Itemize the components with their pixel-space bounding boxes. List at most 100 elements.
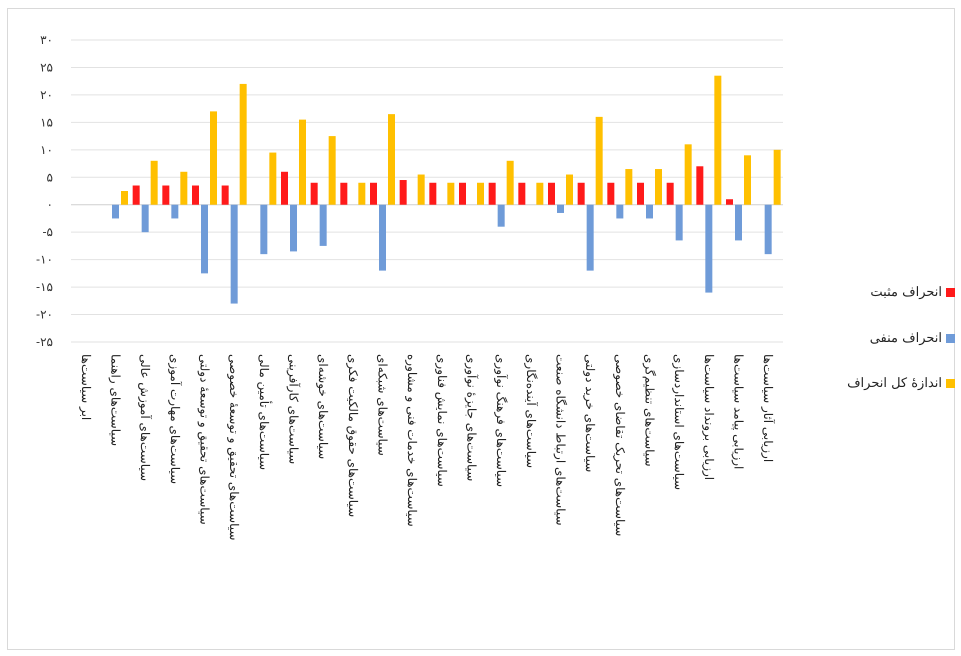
bar-positive [310,182,318,205]
bar-total [121,191,128,205]
bar-total [655,169,662,205]
bar-total [150,160,158,205]
bar-positive [666,182,674,205]
bar-negative [675,204,683,241]
bar-positive [577,182,585,205]
chart-plot: ۳۰ ۲۵ ۲۰ ۱۵ ۱۰ ۵ ۰ -۵ -۱۰ -۱۵ -۲۰ -۲۵ ابر سیاست‌ها سی… [36,33,783,540]
bar-positive [429,182,437,205]
bar-positive [637,182,644,205]
bar-total [773,149,781,205]
bar-negative [201,204,208,274]
bar-negative [141,204,149,233]
bar-positive [399,180,407,205]
legend-label-positive: انحراف مثبت [870,285,942,300]
y-tick-label: ۵ [47,170,53,184]
bar-negative [260,204,268,255]
bar-total [595,116,603,205]
bar-negative [112,204,119,219]
bar-negative [616,204,624,219]
x-category-label: ارزیابی برونداد سیاست‌ها [702,354,716,480]
legend-item-total: اندازهٔ کل انحراف [805,376,955,391]
bar-negative [290,204,297,252]
bar-total [506,160,514,205]
bar-total [388,114,395,205]
bar-positive [548,182,555,205]
x-category-label: سیاست‌های حقوق مالکیت فکری [346,354,360,517]
bar-negative [379,204,386,271]
bar-total [269,152,277,205]
bar-positive [340,182,348,205]
bar-positive [696,166,704,205]
x-category-label: ارزیابی آثار سیاست‌ها [761,354,776,462]
bar-total [180,171,188,205]
x-category-label: سیاست‌های تحقیق و توسعهٔ دولتی [198,354,212,525]
bar-positive [192,185,199,205]
legend-swatch-total [946,379,955,388]
x-category-label: سیاست‌های خرید دولتی [583,354,597,472]
y-tick-label: -۵ [43,225,54,239]
y-tick-label: ۲۰ [40,88,53,102]
bar-total [239,83,247,205]
y-tick-label: -۲۵ [36,335,53,349]
bar-total [625,169,633,205]
bar-total [299,119,306,205]
x-category-label: سیاست‌های کارآفرینی [287,354,302,464]
y-tick-label: ۱۵ [40,115,53,129]
y-tick-label: -۱۰ [36,253,53,267]
bar-negative [646,204,653,219]
bar-total [328,136,336,205]
x-category-label: سیاست‌های تنظیم‌گری [643,354,657,467]
bar-total [684,144,692,205]
bar-total [477,182,484,205]
y-tick-label: -۲۰ [36,308,53,322]
bar-positive [162,185,170,205]
x-category-label: سیاست‌های جایزهٔ نوآوری [465,354,480,481]
bar-positive [132,185,140,205]
bar-negative [171,204,179,219]
bar-total [714,75,722,205]
bar-total [210,111,217,205]
chart-frame: ۳۰ ۲۵ ۲۰ ۱۵ ۱۰ ۵ ۰ -۵ -۱۰ -۱۵ -۲۰ -۲۵ ابر سیاست‌ها سی… [7,8,955,650]
bar-negative [764,204,772,255]
bar-positive [370,182,377,205]
y-tick-label: ۲۵ [40,60,53,74]
bar-negative [497,204,505,227]
y-tick-label: ۱۰ [40,143,53,157]
x-category-label: سیاست‌های ارتباط دانشگاه صنعت [554,354,568,526]
y-tick-label: -۱۵ [36,280,53,294]
x-category-label: سیاست‌های راهنما [109,354,123,446]
bar-total [358,182,366,205]
x-category-label: سیاست‌های استانداردسازی [672,354,686,490]
bar-positive [488,182,496,205]
x-category-label: سیاست‌های فرهنگ نوآوری [494,354,509,487]
legend-label-negative: انحراف منفی [869,331,942,346]
x-category-label: سیاست‌های آموزش عالی [138,354,153,481]
x-category-label: سیاست‌های تأمین مالی [257,354,273,470]
bar-positive [459,182,466,205]
bar-total [447,182,455,205]
y-tick-label: ۰ [47,198,53,212]
x-category-label: سیاست‌های آینده‌نگاری [524,354,539,468]
bar-positive [518,182,526,205]
x-category-label: سیاست‌های خوشه‌ای [316,354,330,459]
bar-negative [586,204,594,271]
x-category-label: سیاست‌های تحقیق و توسعهٔ خصوصی [227,354,241,540]
bar-positive [221,185,229,205]
bar-negative [319,204,327,246]
bar-total [566,174,573,205]
x-category-label: سیاست‌های تحریک تقاضای خصوصی [613,354,627,536]
bar-total [536,182,544,205]
x-category-label: سیاست‌های نمایش فناوری [435,354,449,487]
legend-swatch-positive [946,288,955,297]
x-category-label: ابر سیاست‌ها [79,354,93,420]
legend-swatch-negative [946,334,955,343]
x-category-label: ارزیابی پیامد سیاست‌ها [732,354,746,469]
y-tick-label: ۳۰ [40,33,53,47]
legend-label-total: اندازهٔ کل انحراف [847,376,942,391]
bar-positive [726,199,733,205]
bar-negative [557,204,564,213]
bar-negative [705,204,713,293]
x-category-label: سیاست‌های شبکه‌ای [376,354,390,456]
bar-positive [607,182,615,205]
x-category-label: سیاست‌های مهارت آموزی [168,354,183,484]
